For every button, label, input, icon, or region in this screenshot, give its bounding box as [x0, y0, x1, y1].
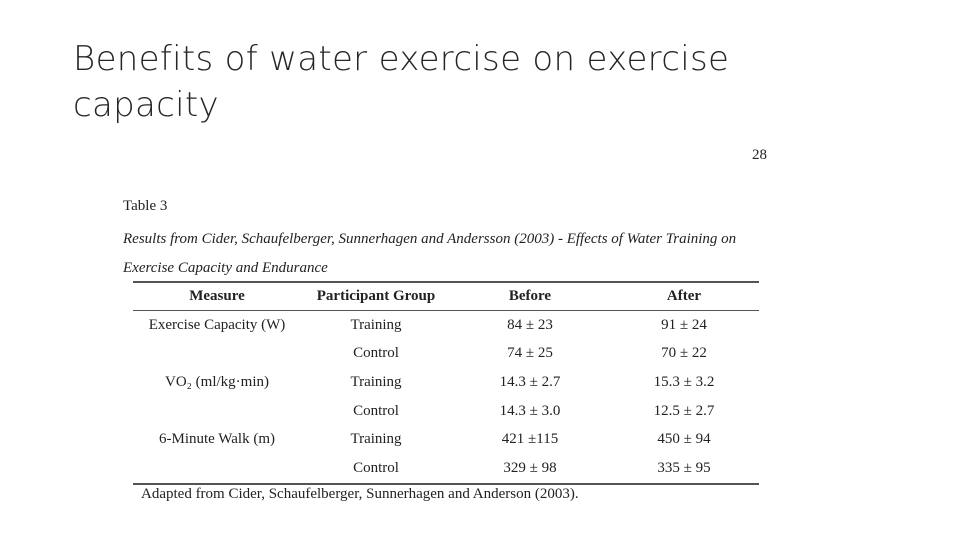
results-table: Measure Participant Group Before After E… — [133, 281, 759, 485]
cell-after: 12.5 ± 2.7 — [653, 402, 715, 419]
header-after: After — [666, 288, 702, 304]
cell-measure: Exercise Capacity (W) — [148, 316, 286, 333]
table-row: Control 74 ± 25 70 ± 22 — [133, 340, 759, 369]
table-body: Exercise Capacity (W) Training 84 ± 23 9… — [133, 311, 759, 484]
cell-measure: VO₂ (ml/kg·min) — [165, 373, 269, 390]
cell-measure: 6-Minute Walk (m) — [159, 431, 275, 448]
cell-group: Control — [353, 402, 399, 419]
cell-group: Control — [353, 345, 399, 362]
table-label: Table 3 — [123, 198, 168, 214]
header-before: Before — [508, 288, 552, 304]
cell-before: 84 ± 23 — [507, 316, 553, 333]
cell-after: 450 ± 94 — [657, 431, 711, 448]
table-row: VO₂ (ml/kg·min) Training 14.3 ± 2.7 15.3… — [133, 368, 759, 397]
cell-group: Control — [353, 459, 399, 476]
cell-after: 15.3 ± 3.2 — [653, 373, 715, 390]
page-number: 28 — [752, 147, 767, 163]
table-header: Measure Participant Group Before After — [133, 282, 759, 311]
cell-after: 70 ± 22 — [661, 345, 707, 362]
slide-title: Benefits of water exercise on exercise c… — [73, 39, 730, 125]
cell-group: Training — [350, 431, 402, 448]
cell-group: Training — [350, 316, 402, 333]
cell-before: 14.3 ± 3.0 — [499, 402, 561, 419]
table-row: Control 329 ± 98 335 ± 95 — [133, 454, 759, 484]
table-row: Exercise Capacity (W) Training 84 ± 23 9… — [133, 311, 759, 340]
table-footnote: Adapted from Cider, Schaufelberger, Sunn… — [141, 486, 579, 502]
cell-measure — [133, 340, 301, 369]
table-caption: Results from Cider, Schaufelberger, Sunn… — [123, 231, 737, 276]
cell-after: 335 ± 95 — [657, 459, 711, 476]
cell-before: 329 ± 98 — [503, 459, 557, 476]
cell-before: 14.3 ± 2.7 — [499, 373, 561, 390]
cell-measure — [133, 454, 301, 484]
cell-group: Training — [350, 373, 402, 390]
cell-after: 91 ± 24 — [661, 316, 707, 333]
header-participant-group: Participant Group — [316, 288, 436, 304]
cell-before: 74 ± 25 — [507, 345, 553, 362]
table-row: Control 14.3 ± 3.0 12.5 ± 2.7 — [133, 397, 759, 426]
table-row: 6-Minute Walk (m) Training 421 ±115 450 … — [133, 425, 759, 454]
cell-before: 421 ±115 — [501, 431, 559, 448]
header-measure: Measure — [189, 288, 245, 304]
cell-measure — [133, 397, 301, 426]
table-header-row: Measure Participant Group Before After — [133, 282, 759, 311]
